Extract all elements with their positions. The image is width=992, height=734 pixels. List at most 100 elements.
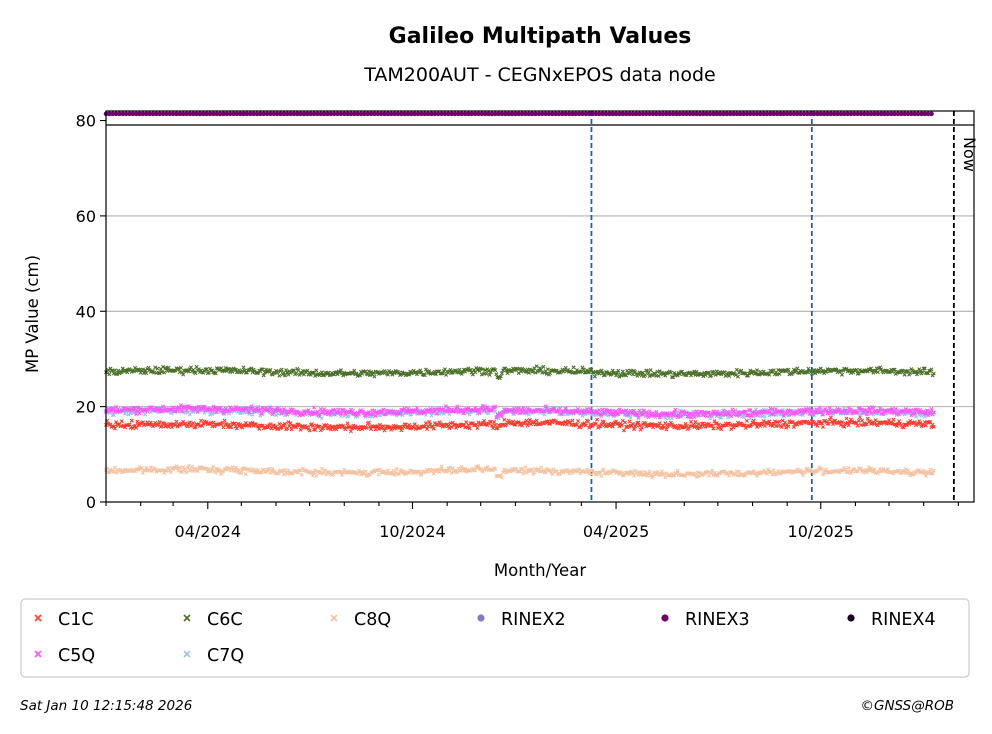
data-point <box>487 372 492 377</box>
data-point <box>648 368 653 373</box>
rinex3-point <box>580 111 585 117</box>
data-point <box>372 374 377 379</box>
data-point <box>233 405 238 410</box>
data-point <box>805 369 810 374</box>
data-point <box>763 420 768 425</box>
data-point <box>184 368 189 373</box>
data-point <box>499 413 504 418</box>
data-point <box>392 371 397 376</box>
data-point <box>691 371 696 376</box>
rinex3-point <box>845 111 850 117</box>
rinex3-point <box>596 111 602 117</box>
rinex3-point <box>828 111 834 117</box>
data-point <box>498 374 503 379</box>
data-point <box>883 419 888 424</box>
data-point <box>344 470 349 475</box>
data-point <box>727 473 732 478</box>
data-point <box>309 412 314 417</box>
data-point <box>617 424 622 429</box>
data-point <box>695 426 700 431</box>
rinex3-point <box>107 111 112 117</box>
data-point <box>897 412 902 417</box>
data-point <box>636 372 641 377</box>
data-point <box>440 371 445 376</box>
rinex3-point <box>664 111 669 117</box>
rinex3-point <box>841 111 847 117</box>
data-point <box>173 423 178 428</box>
data-point <box>363 469 368 474</box>
data-point <box>517 411 522 416</box>
rinex3-point <box>224 111 230 117</box>
data-point <box>920 370 925 375</box>
legend-marker <box>34 614 42 622</box>
rinex3-point <box>305 111 310 117</box>
data-point <box>545 408 550 413</box>
data-point <box>447 408 452 413</box>
rinex3-point <box>113 111 119 117</box>
data-point <box>645 473 650 478</box>
data-point <box>467 412 472 417</box>
data-point <box>592 374 597 379</box>
rinex3-point <box>875 111 881 117</box>
data-point <box>518 407 523 412</box>
data-point <box>777 371 782 376</box>
rinex3-point <box>231 111 236 117</box>
data-point <box>887 418 891 423</box>
data-point <box>807 411 812 416</box>
data-point <box>631 473 636 478</box>
data-point <box>596 411 601 416</box>
data-point <box>599 474 604 479</box>
data-point <box>503 410 508 415</box>
data-point <box>897 419 902 424</box>
data-point <box>461 468 466 473</box>
data-point <box>480 420 485 425</box>
data-point <box>656 413 661 418</box>
data-point <box>174 464 179 469</box>
data-point <box>762 414 767 419</box>
data-point <box>714 421 719 426</box>
data-point <box>902 372 907 377</box>
data-point <box>873 418 878 423</box>
data-point <box>177 465 182 470</box>
rinex3-point <box>701 111 706 117</box>
data-point <box>111 424 116 429</box>
data-point <box>242 466 247 471</box>
data-point <box>553 469 558 474</box>
data-point <box>310 409 315 414</box>
data-point <box>277 421 282 426</box>
data-point <box>431 426 436 431</box>
data-point <box>477 411 482 416</box>
data-point <box>693 420 698 425</box>
data-point <box>826 409 831 414</box>
data-point <box>921 468 926 473</box>
rinex3-point <box>744 111 750 117</box>
rinex3-point <box>925 111 931 117</box>
rinex3-point <box>680 111 686 117</box>
data-point <box>892 422 897 427</box>
rinex3-point <box>711 111 716 117</box>
rinex3-point <box>878 111 884 117</box>
rinex3-point <box>345 111 350 117</box>
data-point <box>637 408 642 413</box>
data-point <box>715 412 720 417</box>
data-point <box>771 468 776 473</box>
data-point <box>526 420 531 425</box>
data-point <box>929 367 934 372</box>
rinex3-point <box>808 111 813 117</box>
data-point <box>721 408 726 413</box>
rinex3-point <box>781 111 787 117</box>
data-point <box>770 472 775 477</box>
data-point <box>310 424 315 429</box>
data-point <box>657 415 662 420</box>
data-point <box>162 408 167 413</box>
data-point <box>268 367 273 372</box>
data-point <box>392 426 397 431</box>
data-point <box>859 466 864 471</box>
series-c1c <box>104 415 936 434</box>
data-point <box>327 411 332 416</box>
data-point <box>295 422 300 427</box>
data-point <box>144 371 149 376</box>
data-point <box>880 407 885 412</box>
data-point <box>638 427 643 432</box>
rinex3-point <box>133 111 139 117</box>
